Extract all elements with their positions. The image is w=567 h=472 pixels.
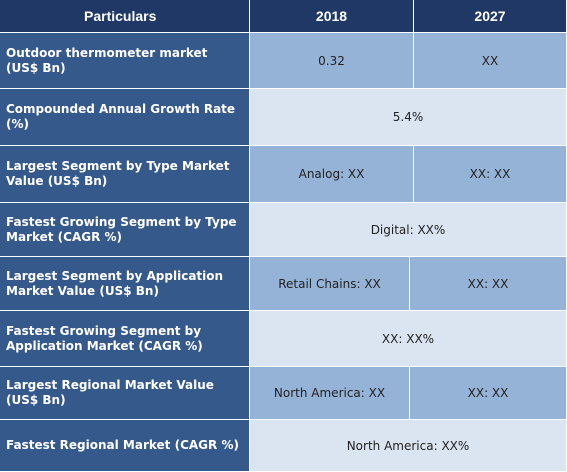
row-value-2018: Retail Chains: XX <box>250 257 410 311</box>
row-label: Largest Segment by Application Market Va… <box>0 257 250 311</box>
row-value-2027: XX <box>414 33 567 89</box>
value-text: North America: XX% <box>346 438 470 453</box>
row-label-text: Outdoor thermometer market (US$ Bn) <box>6 45 208 75</box>
value-text: XX: XX <box>467 386 509 400</box>
row-value-2027: XX: XX <box>410 257 567 311</box>
row-label-text: Compounded Annual Growth Rate (%) <box>6 102 236 131</box>
row-label: Fastest Regional Market (CAGR %) <box>0 420 250 472</box>
row-value-merged: North America: XX% <box>250 420 567 472</box>
row-label: Largest Regional Market Value (US$ Bn) <box>0 367 250 420</box>
value-text: XX <box>481 53 499 68</box>
value-text: Digital: XX% <box>370 222 446 237</box>
value-text: 5.4% <box>392 110 424 124</box>
row-value-merged: XX: XX% <box>250 311 567 367</box>
row-label: Fastest Growing Segment by Type Market (… <box>0 203 250 257</box>
row-label-text: Fastest Growing Segment by Application M… <box>6 323 203 353</box>
row-value-2018: 0.32 <box>250 33 414 89</box>
header-particulars: Particulars <box>0 0 250 33</box>
row-label-text: Largest Segment by Type Market Value (US… <box>6 159 230 188</box>
row-label: Compounded Annual Growth Rate (%) <box>0 89 250 146</box>
value-text: Analog: XX <box>298 167 365 181</box>
header-2018: 2018 <box>250 0 414 33</box>
row-label-text: Largest Regional Market Value (US$ Bn) <box>6 378 214 407</box>
row-value-2027: XX: XX <box>414 146 567 203</box>
header-2027: 2027 <box>414 0 567 33</box>
row-label: Outdoor thermometer market (US$ Bn) <box>0 33 250 89</box>
header-particulars-label: Particulars <box>84 8 157 24</box>
row-label-text: Fastest Regional Market (CAGR %) <box>6 438 239 452</box>
value-text: North America: XX <box>273 386 386 400</box>
value-text: XX: XX <box>469 167 511 181</box>
value-text: 0.32 <box>318 53 345 68</box>
row-label: Fastest Growing Segment by Application M… <box>0 311 250 367</box>
row-value-2018: Analog: XX <box>250 146 414 203</box>
row-value-merged: Digital: XX% <box>250 203 567 257</box>
header-2027-label: 2027 <box>474 8 506 24</box>
value-text: Retail Chains: XX <box>278 276 381 291</box>
row-value-2018: North America: XX <box>250 367 410 420</box>
header-2018-label: 2018 <box>315 8 348 24</box>
row-value-2027: XX: XX <box>410 367 567 420</box>
value-text: XX: XX <box>467 276 509 291</box>
row-label-text: Fastest Growing Segment by Type Market (… <box>6 214 237 244</box>
row-label-text: Largest Segment by Application Market Va… <box>6 268 224 298</box>
value-text: XX: XX% <box>381 331 435 346</box>
row-label: Largest Segment by Type Market Value (US… <box>0 146 250 203</box>
row-value-merged: 5.4% <box>250 89 567 146</box>
